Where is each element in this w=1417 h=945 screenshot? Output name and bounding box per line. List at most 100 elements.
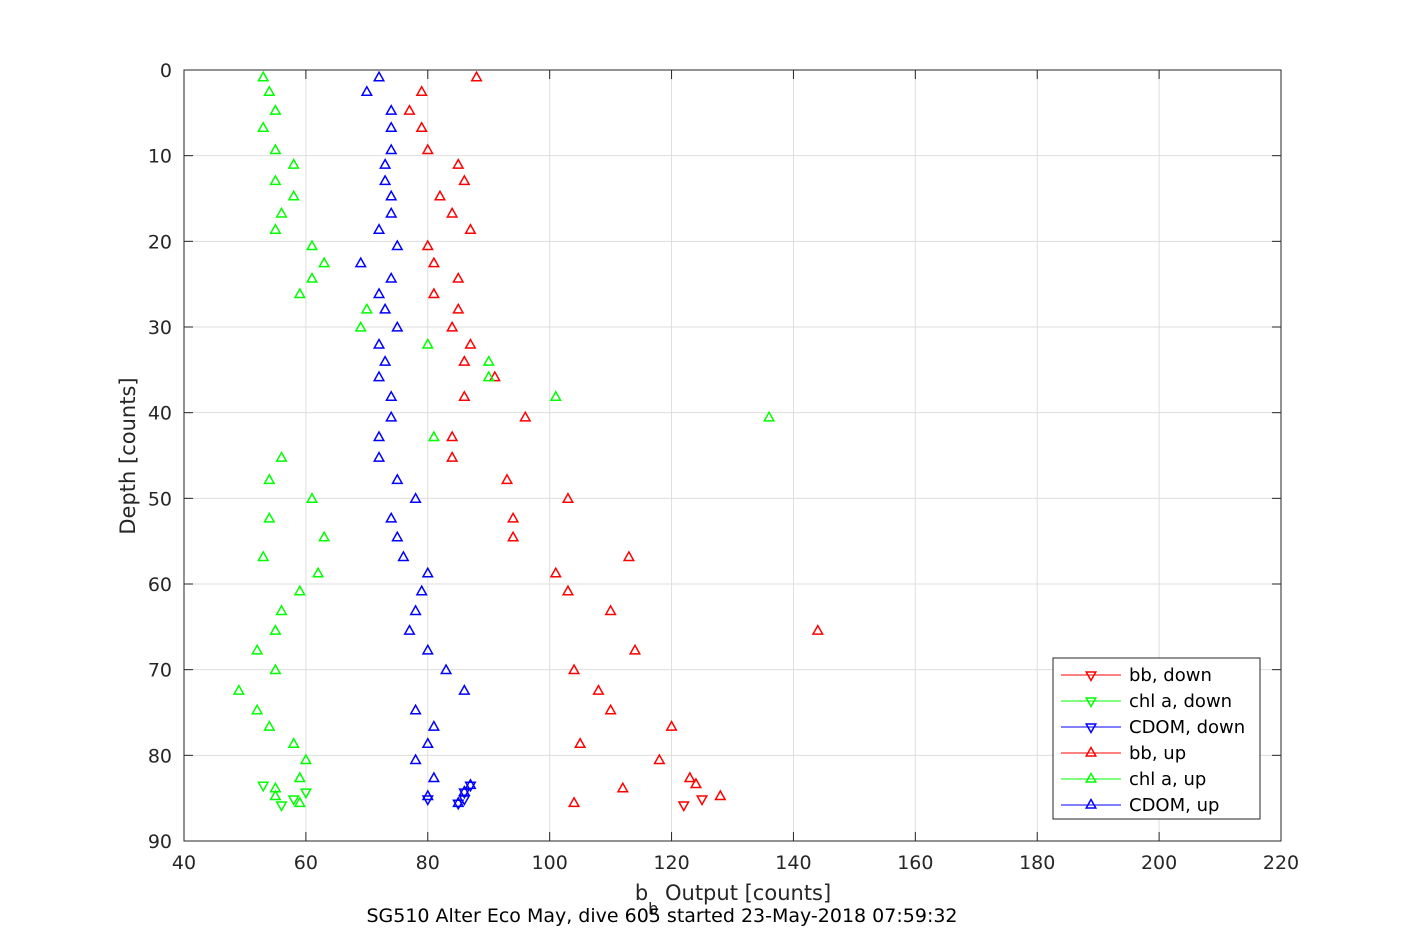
point-bb-up: [616, 781, 629, 793]
point-bb-up: [628, 643, 642, 655]
point-chl-a-up: [287, 737, 300, 748]
y-tick-label: 30: [148, 317, 172, 339]
point-bb-up: [452, 271, 465, 283]
x-tick-label: 40: [172, 852, 196, 874]
y-tick-label: 20: [148, 231, 172, 253]
point-chl-a-up: [549, 390, 562, 402]
point-bb-up: [446, 430, 459, 442]
x-tick-label: 180: [1019, 852, 1055, 874]
point-chl-a-up: [305, 492, 319, 503]
point-cdom-up: [421, 643, 434, 655]
point-chl-a-up: [293, 771, 306, 783]
point-chl-a-up: [232, 684, 245, 695]
x-tick-label: 140: [775, 852, 811, 874]
point-bb-up: [446, 320, 459, 332]
point-cdom-up: [372, 370, 386, 382]
point-bb-up: [427, 287, 440, 299]
legend-marker-bb-down: [1084, 671, 1098, 683]
point-bb-up: [452, 302, 465, 314]
legend-marker-chl-a-up: [1084, 771, 1098, 783]
point-bb-up: [561, 492, 575, 503]
legend: bb, down chl a, down CDOM, down bb, up chl a…: [1052, 657, 1261, 820]
point-cdom-up: [379, 158, 392, 169]
point-chl-a-down: [299, 788, 312, 800]
legend-label-bb-up: bb, up: [1129, 743, 1186, 764]
point-cdom-up: [391, 473, 404, 485]
point-chl-a-down: [275, 801, 288, 813]
point-cdom-up: [372, 451, 386, 462]
point-cdom-up: [409, 753, 422, 765]
point-chl-a-up: [269, 174, 282, 186]
point-cdom-up: [421, 789, 434, 801]
point-cdom-down: [421, 795, 434, 807]
y-tick-label: 10: [148, 146, 172, 168]
point-cdom-up: [372, 70, 386, 82]
point-cdom-up: [397, 550, 410, 562]
point-bb-up: [500, 473, 514, 485]
point-cdom-up: [379, 174, 392, 186]
x-tick-label: 200: [1141, 852, 1177, 874]
point-bb-up: [653, 753, 666, 765]
point-bb-up: [464, 337, 477, 349]
point-bb-up: [446, 206, 459, 218]
point-bb-up: [689, 777, 702, 789]
point-cdom-up: [372, 223, 386, 234]
point-chl-a-up: [305, 239, 319, 251]
point-bb-up: [567, 796, 581, 808]
point-chl-a-up: [269, 223, 282, 234]
point-cdom-up: [391, 320, 404, 332]
point-cdom-up: [385, 189, 398, 201]
point-bb-up: [427, 256, 440, 268]
point-bb-up: [604, 703, 617, 715]
y-axis-ticks: 0 10 20 30 40 50 60 70 80 90: [148, 60, 1281, 853]
point-bb-up: [458, 174, 471, 186]
point-chl-a-up: [763, 410, 776, 422]
y-tick-label: 60: [148, 574, 172, 596]
point-cdom-up: [464, 778, 477, 790]
point-cdom-up: [439, 663, 453, 675]
point-chl-a-up: [263, 720, 276, 731]
point-bb-up: [622, 550, 635, 562]
point-cdom-up: [427, 720, 440, 731]
point-chl-a-up: [287, 189, 300, 201]
point-bb-up: [592, 684, 605, 695]
point-cdom-up: [372, 337, 386, 349]
y-tick-label: 90: [148, 831, 172, 853]
point-chl-a-up: [269, 143, 282, 155]
legend-label-cdom-up: CDOM, up: [1129, 795, 1219, 816]
point-chl-a-up: [360, 302, 373, 314]
point-chl-a-up: [293, 287, 306, 299]
point-chl-a-up: [269, 663, 282, 675]
legend-box: [1052, 657, 1261, 820]
legend-marker-bb-up: [1084, 745, 1098, 757]
figure-caption: SG510 Alter Eco May, dive 605 started 23…: [366, 905, 958, 927]
point-cdom-up: [385, 206, 398, 218]
point-chl-a-up: [482, 370, 495, 382]
point-chl-a-up: [257, 70, 270, 82]
point-cdom-up: [385, 390, 398, 402]
point-cdom-up: [354, 256, 367, 268]
point-bb-up: [604, 604, 617, 616]
point-chl-a-up: [299, 753, 312, 765]
point-cdom-up: [385, 104, 398, 115]
y-axis-label: Depth [counts]: [116, 377, 140, 534]
point-bb-up: [665, 720, 678, 731]
y-tick-label: 40: [148, 403, 172, 425]
point-cdom-up: [372, 430, 386, 442]
point-chl-a-up: [421, 337, 434, 349]
point-bb-up: [549, 566, 562, 578]
legend-marker-chl-a-down: [1084, 697, 1098, 709]
point-chl-a-up: [305, 271, 319, 283]
x-tick-label: 100: [532, 852, 568, 874]
point-chl-a-up: [482, 355, 495, 366]
point-chl-a-up: [251, 703, 264, 715]
point-chl-a-up: [293, 796, 306, 808]
point-cdom-up: [391, 239, 404, 251]
legend-marker-cdom-down: [1084, 723, 1098, 735]
point-bb-up: [421, 143, 434, 155]
x-axis-label: bb Output [counts]: [635, 881, 831, 918]
point-cdom-up: [391, 530, 404, 542]
point-chl-a-up: [263, 85, 276, 97]
point-bb-up: [811, 624, 824, 635]
